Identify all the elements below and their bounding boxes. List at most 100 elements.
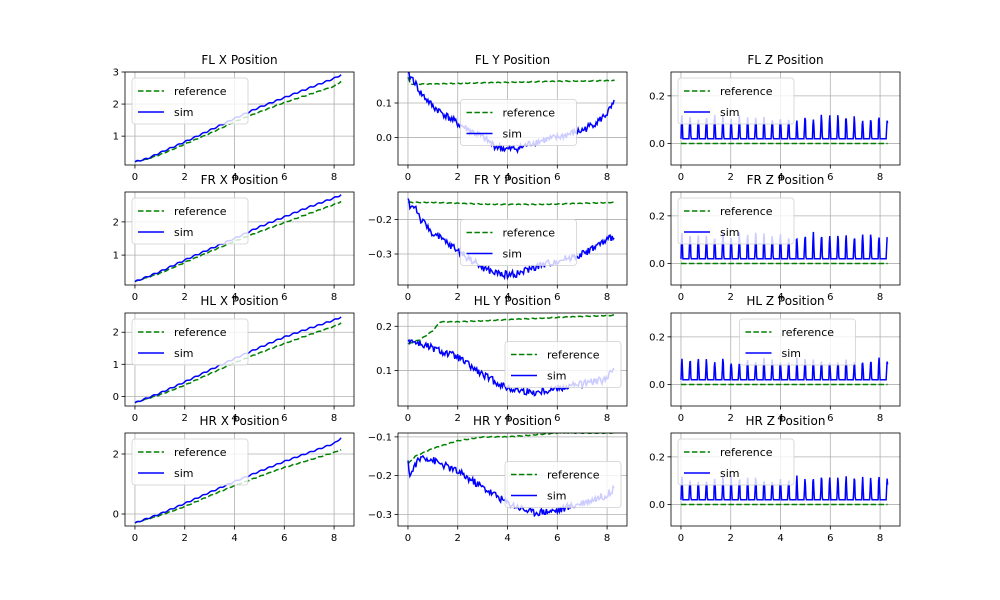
x-tick-label: 4: [777, 172, 783, 183]
series-line-reference: [407, 314, 615, 345]
series-line-sim: [407, 72, 615, 155]
x-tick-label: 2: [455, 533, 461, 544]
axes-frame: [670, 432, 901, 527]
x-tick-label: 8: [331, 533, 337, 544]
y-tick-label: 0: [113, 392, 119, 403]
x-tick-label: 8: [604, 292, 610, 303]
x-tick-label: 4: [231, 413, 237, 424]
y-tick-label: 3: [113, 68, 119, 79]
x-tick-label: 8: [604, 413, 610, 424]
x-tick-label: 4: [231, 292, 237, 303]
legend: reference sim: [460, 219, 577, 266]
y-tick-label: 2: [113, 100, 119, 111]
series-line-reference: [407, 433, 615, 465]
x-tick-label: 0: [132, 172, 138, 183]
legend: reference sim: [460, 99, 577, 146]
x-tick-label: 6: [281, 292, 287, 303]
x-tick-label: 8: [331, 292, 337, 303]
axes-frame: [670, 312, 901, 407]
x-tick-label: 2: [182, 533, 188, 544]
subplot-fl-y-position: 0 2 4 6 8 0.0 0.1 FL Y Position reference sim: [376, 53, 628, 183]
series-line-sim: [680, 114, 889, 140]
axes-frame: [397, 71, 628, 166]
x-tick-label: 4: [777, 292, 783, 303]
x-tick-label: 0: [678, 292, 684, 303]
legend-label-sim: sim: [720, 106, 740, 119]
y-tick-label: 2: [113, 328, 119, 339]
axes-frame: [397, 312, 628, 407]
x-tick-label: 8: [877, 533, 883, 544]
x-tick-label: 4: [504, 533, 510, 544]
subplot-hl-z-position: 0 2 4 6 8 0.0 0.2 HL Z Position reference sim: [649, 294, 901, 424]
subplot-title: HL Y Position: [474, 294, 551, 308]
series-line-sim: [680, 475, 889, 501]
legend-label-reference: reference: [174, 446, 227, 459]
x-tick-label: 0: [132, 413, 138, 424]
legend-label-sim: sim: [503, 248, 523, 261]
legend: reference sim: [677, 438, 795, 486]
subplot-hl-y-position: 0 2 4 6 8 0.1 0.2 HL Y Position reference sim: [376, 294, 628, 424]
legend-label-sim: sim: [174, 226, 194, 239]
axes-frame: [670, 71, 901, 166]
x-tick-label: 6: [281, 172, 287, 183]
x-tick-label: 6: [827, 172, 833, 183]
subplot-title: HR Z Position: [746, 414, 826, 428]
x-tick-label: 0: [132, 533, 138, 544]
x-tick-label: 2: [728, 413, 734, 424]
axes-frame: [397, 432, 628, 527]
legend-label-reference: reference: [174, 326, 227, 339]
legend: reference sim: [131, 438, 249, 486]
y-tick-label: 0.0: [649, 139, 665, 150]
subplot-title: FL Z Position: [747, 53, 823, 67]
y-tick-label: 1: [113, 132, 119, 143]
x-tick-label: 8: [877, 292, 883, 303]
legend-label-sim: sim: [720, 226, 740, 239]
y-tick-label: 0.0: [649, 259, 665, 270]
subplot-title: HL X Position: [200, 294, 278, 308]
axes-frame: [124, 191, 355, 286]
y-tick-label: 0.0: [376, 133, 392, 144]
x-tick-label: 0: [678, 533, 684, 544]
y-tick-label: −0.3: [368, 510, 392, 521]
y-tick-label: 1: [113, 360, 119, 371]
x-tick-label: 4: [231, 533, 237, 544]
x-tick-label: 0: [405, 413, 411, 424]
y-tick-label: 2: [113, 450, 119, 461]
legend-label-reference: reference: [547, 469, 600, 482]
series-line-reference: [407, 76, 615, 86]
subplot-fl-x-position: 0 2 4 6 8 1 2 3 FL X Position reference sim: [113, 53, 355, 183]
subplot-hr-x-position: 0 2 4 6 8 0 2 HR X Position reference sim: [113, 414, 355, 544]
axes-frame: [124, 71, 355, 166]
y-tick-label: 1: [113, 251, 119, 262]
legend: reference sim: [677, 77, 795, 125]
legend: reference sim: [131, 318, 249, 366]
legend: reference sim: [131, 197, 249, 245]
x-tick-label: 2: [728, 533, 734, 544]
x-tick-label: 6: [554, 292, 560, 303]
x-tick-label: 2: [728, 292, 734, 303]
subplot-fr-x-position: 0 2 4 6 8 1 2 FR X Position reference sim: [113, 173, 355, 303]
y-tick-label: −0.2: [368, 215, 392, 226]
x-tick-label: 8: [877, 172, 883, 183]
x-tick-label: 4: [504, 292, 510, 303]
legend: reference sim: [677, 197, 795, 245]
x-tick-label: 4: [231, 172, 237, 183]
subplot-title: FR Y Position: [474, 173, 551, 187]
subplot-hr-y-position: 0 2 4 6 8 −0.3 −0.2 −0.1 HR Y Position reference s…: [368, 414, 628, 544]
x-tick-label: 8: [331, 172, 337, 183]
subplot-fr-y-position: 0 2 4 6 8 −0.3 −0.2 FR Y Position reference sim: [368, 173, 628, 303]
x-tick-label: 0: [405, 292, 411, 303]
series-line-reference: [407, 201, 615, 206]
subplot-title: FL Y Position: [475, 53, 550, 67]
legend: reference sim: [739, 318, 856, 366]
x-tick-label: 8: [331, 413, 337, 424]
legend-label-sim: sim: [174, 347, 194, 360]
y-tick-label: 0.0: [649, 500, 665, 511]
x-tick-label: 4: [777, 413, 783, 424]
legend-label-reference: reference: [503, 227, 556, 240]
x-tick-label: 6: [827, 533, 833, 544]
x-tick-label: 4: [777, 533, 783, 544]
y-tick-label: −0.1: [368, 432, 392, 443]
x-tick-label: 4: [504, 413, 510, 424]
legend: reference sim: [504, 341, 622, 388]
